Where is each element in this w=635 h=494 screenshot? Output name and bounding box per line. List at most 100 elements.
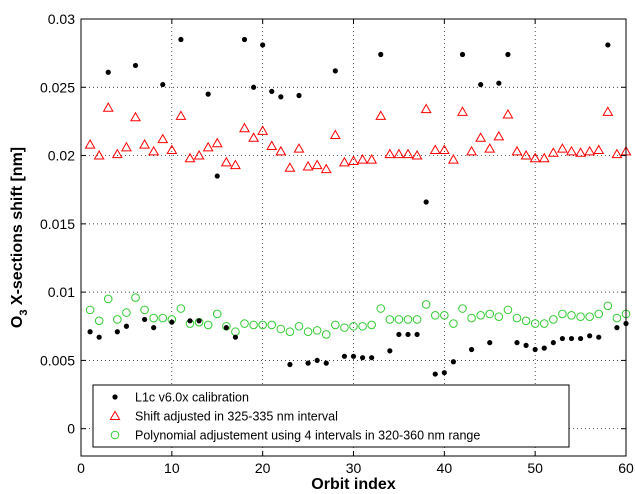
data-point xyxy=(366,154,378,164)
data-point xyxy=(178,36,184,43)
data-point xyxy=(151,325,157,331)
data-point xyxy=(512,313,522,323)
data-point xyxy=(84,139,96,149)
data-point xyxy=(484,143,496,153)
data-point xyxy=(267,320,277,330)
data-point xyxy=(530,319,540,328)
data-point xyxy=(440,311,449,320)
data-point xyxy=(411,149,423,160)
legend-marker xyxy=(109,410,121,420)
data-point xyxy=(348,155,359,165)
data-point xyxy=(593,144,605,155)
data-point xyxy=(184,152,196,163)
data-point xyxy=(102,102,114,112)
data-point xyxy=(120,141,132,152)
data-point xyxy=(494,312,504,322)
data-point xyxy=(169,319,175,325)
data-point xyxy=(511,145,523,156)
data-point xyxy=(239,122,250,133)
x-tick-label: 30 xyxy=(346,460,362,476)
data-point xyxy=(421,300,431,309)
data-point xyxy=(158,313,168,323)
data-point xyxy=(276,324,286,334)
data-point xyxy=(87,329,93,335)
y-tick-label: 0.01 xyxy=(48,284,75,300)
data-point xyxy=(357,154,369,164)
data-point xyxy=(457,106,468,116)
y-tick-label: 0.025 xyxy=(40,79,75,95)
data-point xyxy=(350,353,357,359)
data-point xyxy=(149,313,158,323)
data-point xyxy=(284,162,296,172)
legend-label: Shift adjusted in 325-335 nm interval xyxy=(135,410,338,424)
data-point xyxy=(338,156,350,167)
data-point xyxy=(367,320,376,330)
data-point xyxy=(376,304,386,313)
data-point xyxy=(523,342,529,348)
data-point xyxy=(331,320,340,330)
data-point xyxy=(96,334,102,340)
data-point xyxy=(257,125,269,135)
data-point xyxy=(577,335,584,342)
data-point xyxy=(429,144,441,155)
x-tick-label: 20 xyxy=(255,460,271,476)
data-point xyxy=(393,148,405,159)
data-point xyxy=(157,133,169,144)
y-tick-label: 0.03 xyxy=(48,11,75,27)
data-point xyxy=(303,327,313,337)
data-point xyxy=(130,111,141,122)
data-point xyxy=(223,325,229,331)
data-point xyxy=(423,199,429,205)
data-point xyxy=(123,323,130,329)
data-point xyxy=(567,311,576,320)
data-point xyxy=(585,312,594,322)
data-point xyxy=(229,159,241,170)
data-point xyxy=(105,69,111,75)
data-point xyxy=(269,88,275,94)
y-axis-title: O3 X-sections shift [nm] xyxy=(9,147,30,328)
data-point xyxy=(160,81,166,88)
data-point xyxy=(420,103,432,114)
data-point xyxy=(187,318,193,324)
data-point xyxy=(432,371,438,377)
x-tick-label: 0 xyxy=(77,460,85,476)
data-point xyxy=(302,160,314,171)
data-point xyxy=(514,340,520,346)
data-point xyxy=(450,359,457,365)
data-point xyxy=(131,293,140,302)
data-point xyxy=(320,163,332,174)
data-point xyxy=(349,321,358,331)
y-tick-label: 0.005 xyxy=(40,352,75,368)
data-point xyxy=(275,145,287,156)
series-2 xyxy=(84,102,632,174)
data-point xyxy=(266,140,278,150)
data-point xyxy=(412,315,422,324)
data-point xyxy=(449,319,458,328)
data-point xyxy=(505,51,511,58)
data-point xyxy=(311,159,323,170)
data-series xyxy=(84,36,632,377)
data-point xyxy=(214,173,220,179)
data-point xyxy=(405,331,411,338)
x-tick-label: 60 xyxy=(618,460,634,476)
data-point xyxy=(260,42,266,48)
data-point xyxy=(202,141,214,152)
x-tick-label: 10 xyxy=(164,460,180,476)
data-point xyxy=(467,313,476,323)
data-point xyxy=(387,348,393,354)
data-point xyxy=(584,145,596,156)
data-point xyxy=(485,309,495,319)
data-point xyxy=(575,147,587,157)
data-point xyxy=(175,110,187,120)
data-point xyxy=(541,345,547,351)
data-point xyxy=(193,149,205,160)
data-point xyxy=(232,334,239,340)
data-point xyxy=(94,316,104,326)
data-point xyxy=(122,308,131,317)
data-point xyxy=(258,320,267,330)
data-point xyxy=(430,311,440,320)
data-point xyxy=(602,106,614,116)
data-point xyxy=(250,84,257,90)
data-point xyxy=(114,329,120,335)
data-point xyxy=(139,139,151,149)
